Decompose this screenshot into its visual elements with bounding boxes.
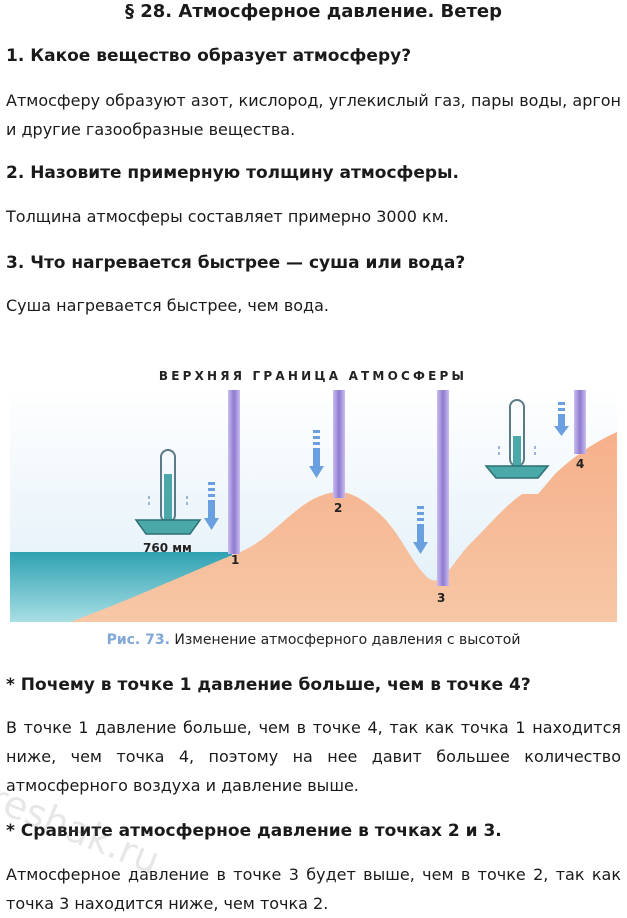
- answer-1: Атмосферу образуют азот, кислород, углек…: [6, 91, 621, 139]
- pressure-arrow-icon: [413, 506, 428, 554]
- pressure-arrow-icon: [309, 430, 324, 478]
- page-title: § 28. Атмосферное давление. Ветер: [124, 1, 503, 22]
- air-column-1: [228, 390, 240, 554]
- pressure-label: 760 мм: [143, 541, 192, 555]
- air-column-4: [574, 390, 586, 454]
- question-1: 1. Какое вещество образует атмосферу?: [6, 46, 412, 66]
- point-2-label: 2: [334, 501, 342, 515]
- point-4-label: 4: [576, 457, 584, 471]
- air-column-2: [333, 390, 345, 498]
- answer-3: Суша нагревается быстрее, чем вода.: [6, 296, 330, 315]
- barometer-icon: [484, 399, 550, 479]
- figure-caption: Рис. 73. Изменение атмосферного давления…: [0, 630, 627, 650]
- figure-number: Рис. 73.: [106, 632, 170, 648]
- question-2: 2. Назовите примерную толщину атмосферы.: [6, 163, 459, 183]
- figure-caption-text: Изменение атмосферного давления с высото…: [174, 632, 521, 648]
- pressure-arrow-icon: [554, 402, 569, 436]
- question-5: * Сравните атмосферное давление в точках…: [6, 821, 502, 841]
- pressure-arrow-icon: [204, 482, 219, 530]
- barometer-icon: [134, 449, 202, 535]
- point-1-label: 1: [231, 553, 239, 567]
- answer-2: Толщина атмосферы составляет примерно 30…: [6, 207, 449, 226]
- point-3-label: 3: [437, 591, 445, 605]
- pressure-altitude-figure: ВЕРХНЯЯ ГРАНИЦА АТМОСФЕРЫ 760 мм: [10, 369, 617, 622]
- air-column-3: [437, 390, 449, 586]
- question-4: * Почему в точке 1 давление больше, чем …: [6, 675, 531, 695]
- answer-4: В точке 1 давление больше, чем в точке 4…: [6, 718, 621, 795]
- land: [70, 432, 617, 622]
- answer-5: Атмосферное давление в точке 3 будет выш…: [6, 865, 621, 913]
- question-3: 3. Что нагревается быстрее — суша или во…: [6, 253, 466, 273]
- top-boundary-label: ВЕРХНЯЯ ГРАНИЦА АТМОСФЕРЫ: [159, 369, 467, 383]
